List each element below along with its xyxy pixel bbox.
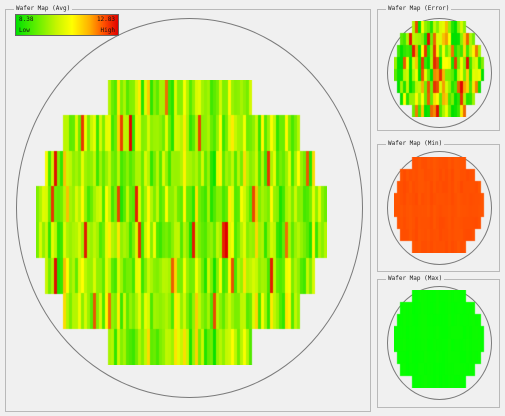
error-wafer-map[interactable]: [394, 21, 486, 117]
min-wafer-map[interactable]: [394, 157, 486, 253]
min-wafer-panel: Wafer Map (Min): [377, 139, 500, 272]
color-scale-legend: 8.38 12.83 Low High: [15, 14, 119, 36]
max-wafer-panel: Wafer Map (Max): [377, 274, 500, 408]
error-wafer-panel: Wafer Map (Error): [377, 4, 500, 131]
error-panel-title: Wafer Map (Error): [386, 4, 452, 14]
max-wafer-map[interactable]: [394, 290, 486, 388]
avg-panel-title: Wafer Map (Avg): [14, 4, 73, 14]
legend-low-label: Low: [19, 27, 30, 34]
min-panel-title: Wafer Map (Min): [386, 139, 445, 149]
legend-max-value: 12.83: [96, 16, 115, 23]
legend-high-label: High: [100, 27, 115, 34]
max-panel-title: Wafer Map (Max): [386, 274, 445, 284]
avg-wafer-map[interactable]: [36, 80, 327, 365]
avg-wafer-panel: Wafer Map (Avg): [5, 4, 371, 412]
legend-min-value: 8.38: [19, 16, 34, 23]
